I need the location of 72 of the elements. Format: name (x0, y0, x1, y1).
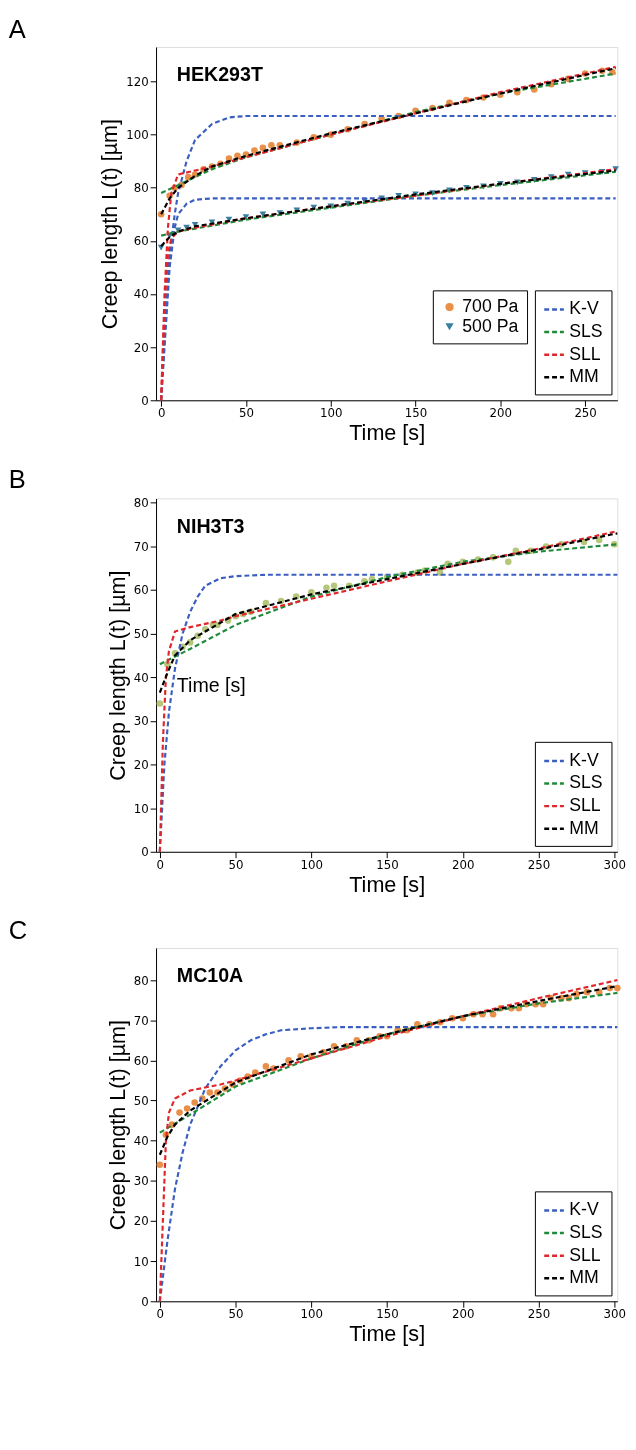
x-tick-label: 200 (452, 1307, 475, 1322)
chart-title: A (8, 15, 26, 44)
x-tick-label: 150 (376, 857, 399, 872)
legend-label: K-V (569, 1199, 599, 1220)
y-tick-label: 80 (133, 496, 149, 511)
legend-label: SLS (569, 772, 603, 793)
legend-label: SLS (569, 320, 603, 341)
y-tick-label: 70 (133, 539, 149, 554)
y-tick-label: 20 (133, 1214, 149, 1229)
text: Time [s] (349, 871, 426, 897)
y-tick-label: 10 (133, 1254, 149, 1269)
y-tick-label: 30 (133, 1174, 149, 1189)
x-tick-label: 250 (574, 406, 597, 421)
legend-label: SLS (569, 1221, 603, 1242)
legend-label: K-V (569, 749, 599, 770)
y-tick-label: 20 (133, 757, 149, 772)
x-tick-label: 200 (452, 857, 475, 872)
x-tick-label: 300 (603, 1307, 627, 1322)
y-tick-label: 10 (133, 801, 149, 816)
x-tick-label: 0 (156, 857, 165, 872)
legend-label: SLL (569, 1244, 601, 1265)
legend-label: K-V (569, 298, 599, 319)
x-tick-label: 100 (300, 1307, 324, 1322)
y-tick-label: 80 (133, 973, 149, 988)
legend-label: 700 Pa (462, 295, 519, 316)
y-axis-title: Creep length L(t) [µm] (104, 1019, 130, 1231)
y-axis-title: Creep length L(t) [µm] (104, 570, 130, 781)
x-tick-label: 150 (376, 1307, 399, 1322)
y-tick-label: 20 (133, 340, 149, 355)
chart-title: B (8, 465, 26, 494)
annotation: MC10A (176, 964, 244, 987)
y-tick-label: 40 (133, 1134, 149, 1149)
chart-title: C (8, 916, 28, 945)
y-axis-title: Creep length L(t) [µm] (97, 118, 123, 330)
x-tick-label: 50 (228, 857, 244, 872)
y-tick-label: 100 (126, 128, 149, 143)
legend-label: SLL (569, 795, 601, 816)
x-tick-label: 300 (603, 857, 627, 872)
annotation: NIH3T3 (176, 514, 245, 537)
x-axis-title: Time [s] (349, 420, 426, 446)
x-tick-label: 0 (157, 406, 166, 421)
x-tick-label: 150 (404, 406, 428, 421)
y-tick-label: 50 (133, 627, 149, 642)
legend-label: MM (569, 366, 599, 387)
legend-label: MM (569, 1267, 599, 1288)
y-tick-label: 50 (133, 1093, 149, 1108)
y-tick-label: 120 (126, 74, 149, 89)
y-tick-label: 0 (141, 1294, 149, 1309)
y-tick-label: 60 (133, 234, 149, 249)
y-tick-label: 80 (133, 181, 149, 196)
x-tick-label: 100 (319, 406, 343, 421)
y-tick-label: 70 (133, 1013, 149, 1028)
x-tick-label: 100 (300, 857, 324, 872)
x-tick-label: 200 (489, 406, 513, 421)
y-tick-label: 0 (141, 393, 149, 408)
x-tick-label: 50 (228, 1307, 244, 1322)
y-tick-label: 40 (133, 287, 149, 302)
y-tick-label: 30 (133, 714, 149, 729)
x-axis-title: Time [s] (349, 1321, 426, 1347)
y-tick-label: 60 (133, 583, 149, 598)
y-tick-label: 60 (133, 1053, 149, 1068)
legend-label: SLL (569, 343, 601, 364)
x-tick-label: 50 (238, 406, 254, 421)
legend-label: MM (569, 817, 599, 838)
x-tick-label: 250 (527, 1307, 551, 1322)
annotation: HEK293T (176, 63, 263, 86)
x-axis-title: Time [s] (176, 673, 246, 696)
x-tick-label: 0 (156, 1307, 165, 1322)
y-tick-label: 40 (133, 670, 149, 685)
x-tick-label: 250 (527, 857, 551, 872)
y-tick-label: 0 (141, 845, 149, 860)
legend-label: 500 Pa (462, 315, 519, 336)
